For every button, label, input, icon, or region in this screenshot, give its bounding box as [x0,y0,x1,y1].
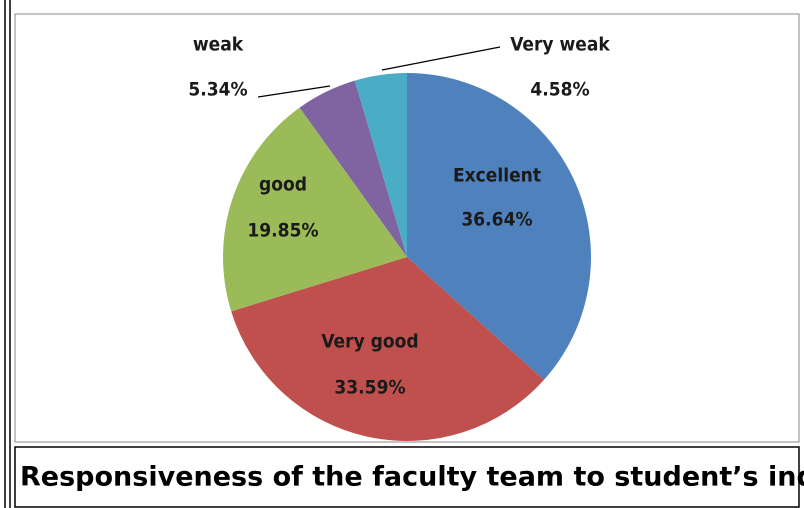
pie [223,73,591,442]
category-label: good [259,174,307,196]
pie-slice [299,80,407,258]
value-label: 33.59% [334,377,405,399]
value-label: 19.85% [247,220,318,242]
pie-slice [354,73,407,257]
category-label: Very good [321,331,418,353]
category-label: weak [193,34,244,56]
value-label: 5.34% [188,79,247,101]
pie-slice [231,257,544,442]
leader-line [257,85,331,98]
pie-slice [223,107,407,312]
category-label: Excellent [453,165,541,187]
pie-slice [407,73,591,380]
title-box [14,446,800,508]
value-label: 4.58% [530,79,589,101]
category-label: Very weak [510,34,610,56]
leader-line [381,46,501,71]
chart-title: Responsiveness of the faculty team to st… [20,462,804,493]
value-label: 36.64% [461,209,532,231]
